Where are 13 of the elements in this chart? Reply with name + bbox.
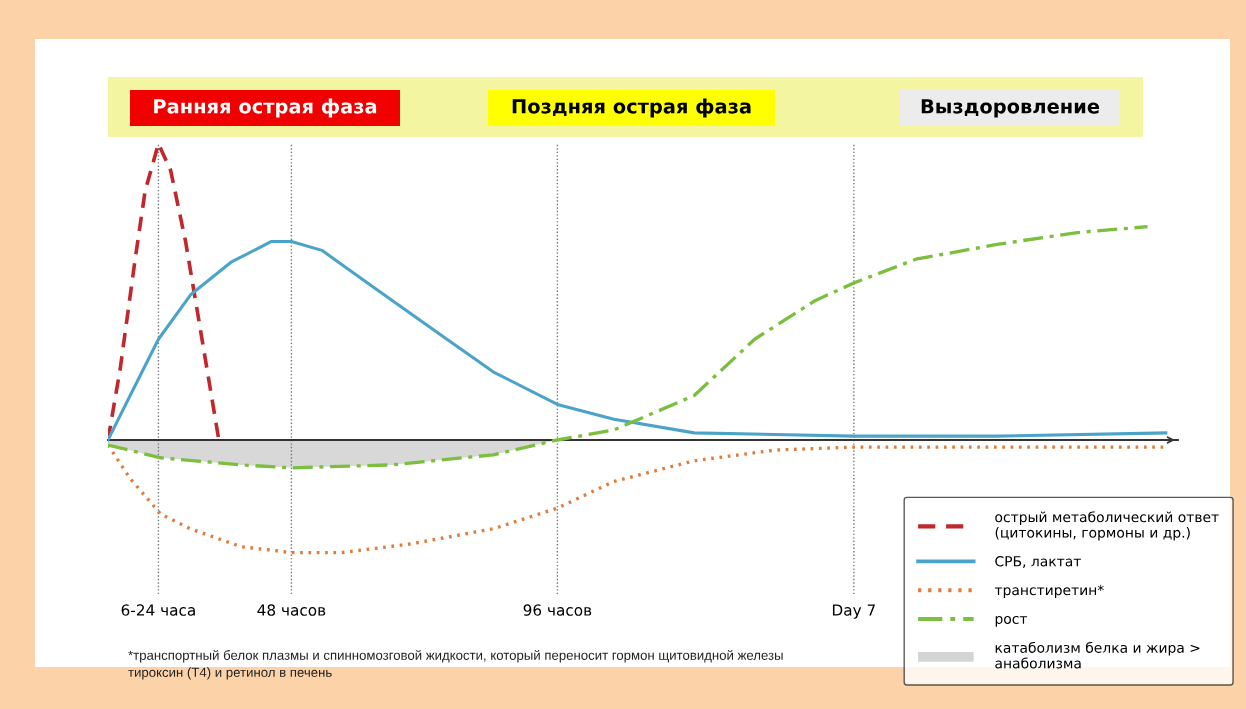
x-tick-label: Day 7: [832, 604, 875, 619]
legend-label: транстиретин*: [994, 584, 1104, 598]
x-tick-label: 48 часов: [257, 604, 326, 616]
x-tick-label: 96 часов: [523, 604, 592, 616]
legend-label: острый метаболический ответ (цитокины, гормоны и др.): [995, 511, 1219, 541]
legend-label: катаболизм белка и жира > анаболизма: [995, 641, 1200, 669]
legend-label: рост: [995, 615, 1028, 627]
text: *транспортный белок плазмы и спинномозговой жидкости, который переносит гормон щитовидной железы тироксин (Т4) и ретинол в печень: [128, 650, 783, 680]
legend-label: СРБ, лактат: [995, 556, 1081, 568]
text: Поздняя острая фаза: [512, 98, 751, 118]
text: Выздоровление: [921, 99, 1100, 118]
text: Ранняя острая фаза: [154, 98, 377, 118]
x-tick-label: 6-24 часа: [121, 604, 195, 616]
